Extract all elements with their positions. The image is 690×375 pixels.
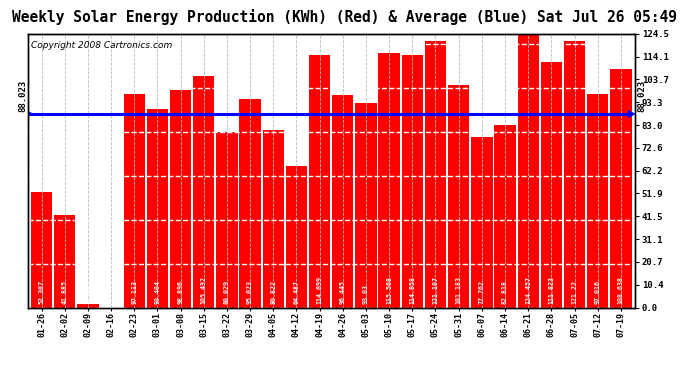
- Text: 108.638: 108.638: [618, 276, 624, 304]
- Text: 80.029: 80.029: [224, 280, 230, 304]
- Bar: [286, 166, 307, 308]
- Text: 115.568: 115.568: [386, 276, 392, 304]
- Bar: [216, 132, 237, 308]
- Text: Copyright 2008 Cartronics.com: Copyright 2008 Cartronics.com: [30, 40, 172, 50]
- Text: 101.183: 101.183: [455, 276, 462, 304]
- Text: 121.22: 121.22: [571, 280, 578, 304]
- Text: 95.023: 95.023: [247, 280, 253, 304]
- Text: 97.016: 97.016: [595, 280, 601, 304]
- Text: 114.958: 114.958: [409, 276, 415, 304]
- Bar: [54, 215, 75, 308]
- Text: 90.404: 90.404: [155, 280, 160, 304]
- Bar: [170, 90, 191, 308]
- Bar: [518, 34, 539, 308]
- Bar: [355, 103, 377, 308]
- Text: 114.699: 114.699: [317, 276, 323, 304]
- Bar: [379, 53, 400, 307]
- Bar: [124, 94, 145, 308]
- Text: 97.113: 97.113: [131, 280, 137, 304]
- Bar: [239, 99, 261, 308]
- Bar: [31, 192, 52, 308]
- Text: 124.457: 124.457: [525, 276, 531, 304]
- Text: 96.445: 96.445: [339, 280, 346, 304]
- Bar: [541, 62, 562, 308]
- Text: 88.023: 88.023: [19, 80, 28, 112]
- Bar: [147, 109, 168, 308]
- Bar: [332, 95, 353, 308]
- Bar: [425, 41, 446, 308]
- Text: 98.896: 98.896: [177, 280, 184, 304]
- Bar: [77, 304, 99, 307]
- Text: 64.487: 64.487: [293, 280, 299, 304]
- Text: 1.413: 1.413: [85, 284, 91, 304]
- Bar: [193, 75, 215, 308]
- Text: 93.03: 93.03: [363, 284, 369, 304]
- Bar: [564, 41, 585, 308]
- Text: 80.822: 80.822: [270, 280, 276, 304]
- Text: 121.107: 121.107: [433, 276, 438, 304]
- Bar: [402, 55, 423, 308]
- Text: 41.885: 41.885: [61, 280, 68, 304]
- Bar: [263, 130, 284, 308]
- Text: Weekly Solar Energy Production (KWh) (Red) & Average (Blue) Sat Jul 26 05:49: Weekly Solar Energy Production (KWh) (Re…: [12, 9, 678, 26]
- Text: 82.818: 82.818: [502, 280, 508, 304]
- Bar: [309, 55, 331, 308]
- Bar: [471, 136, 493, 308]
- Text: 77.762: 77.762: [479, 280, 485, 304]
- Bar: [448, 85, 469, 308]
- Text: 52.307: 52.307: [39, 280, 45, 304]
- Text: 88.023: 88.023: [638, 80, 647, 112]
- Bar: [610, 69, 631, 308]
- Text: 105.492: 105.492: [201, 276, 207, 304]
- Bar: [494, 125, 515, 308]
- Bar: [587, 94, 609, 308]
- Text: 111.823: 111.823: [549, 276, 554, 304]
